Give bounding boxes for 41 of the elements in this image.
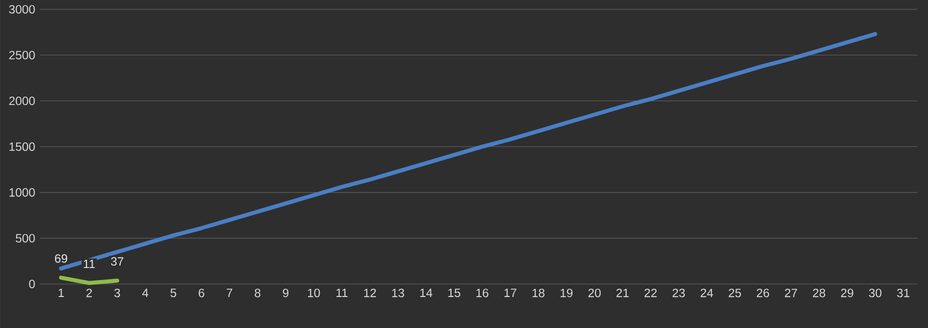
x-tick-label: 23 <box>672 288 685 298</box>
x-tick-label: 10 <box>308 288 320 298</box>
x-tick-label: 6 <box>198 288 204 298</box>
x-tick-label: 11 <box>336 288 348 297</box>
x-tick-label: 9 <box>282 288 288 298</box>
x-tick-label: 26 <box>756 288 770 298</box>
x-tick-label: 17 <box>504 288 516 297</box>
x-tick-label: 29 <box>841 288 854 298</box>
x-tick-label: 13 <box>392 288 404 298</box>
x-tick-label: 12 <box>364 288 376 298</box>
x-tick-label: 16 <box>476 288 488 298</box>
x-tick-label: 25 <box>728 288 742 298</box>
x-tick-label: 7 <box>226 288 232 297</box>
y-tick-label: 2500 <box>9 50 35 60</box>
x-tick-label: 15 <box>448 288 460 298</box>
y-tick-label: 1500 <box>10 142 35 151</box>
y-tick-label: 3000 <box>9 5 35 14</box>
x-tick-label: 24 <box>700 288 714 298</box>
x-tick-label: 14 <box>420 288 432 297</box>
x-tick-label: 19 <box>560 288 573 298</box>
x-tick-label: 30 <box>868 288 882 298</box>
x-tick-label: 5 <box>170 288 176 298</box>
x-tick-label: 3 <box>114 288 120 298</box>
x-tick-label: 22 <box>644 288 657 298</box>
data-label: 69 <box>55 254 68 263</box>
x-tick-label: 4 <box>142 288 148 297</box>
y-tick-label: 2000 <box>9 96 35 106</box>
y-tick-label: 0 <box>29 280 35 288</box>
x-tick-label: 18 <box>532 288 544 298</box>
y-tick-label: 1000 <box>10 188 35 197</box>
x-tick-label: 28 <box>812 288 826 298</box>
x-tick-label: 21 <box>616 288 629 298</box>
x-tick-label: 27 <box>784 288 798 298</box>
x-tick-label: 20 <box>588 288 601 298</box>
x-tick-label: 2 <box>86 288 92 298</box>
data-label: 11 <box>84 260 95 268</box>
data-label: 37 <box>111 257 124 266</box>
x-tick-label: 31 <box>897 288 910 298</box>
x-tick-label: 8 <box>254 288 260 298</box>
x-tick-label: 1 <box>58 288 64 297</box>
y-tick-label: 500 <box>16 234 35 242</box>
